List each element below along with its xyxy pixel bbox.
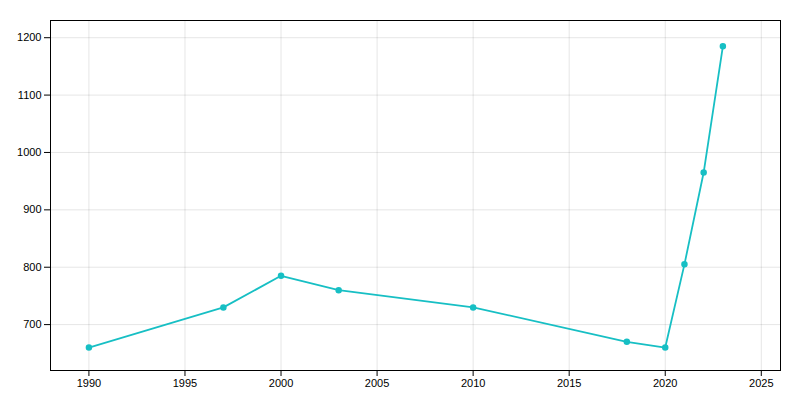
- svg-text:2025: 2025: [749, 377, 773, 389]
- svg-text:2015: 2015: [557, 377, 581, 389]
- svg-text:1990: 1990: [77, 377, 101, 389]
- svg-text:2000: 2000: [269, 377, 293, 389]
- svg-text:2005: 2005: [365, 377, 389, 389]
- svg-text:1995: 1995: [173, 377, 197, 389]
- svg-text:2010: 2010: [461, 377, 485, 389]
- svg-text:900: 900: [23, 203, 41, 215]
- svg-text:2020: 2020: [653, 377, 677, 389]
- svg-text:1200: 1200: [17, 31, 41, 43]
- svg-text:800: 800: [23, 261, 41, 273]
- svg-text:1100: 1100: [18, 89, 42, 101]
- svg-text:700: 700: [23, 318, 41, 330]
- svg-text:1000: 1000: [17, 146, 41, 158]
